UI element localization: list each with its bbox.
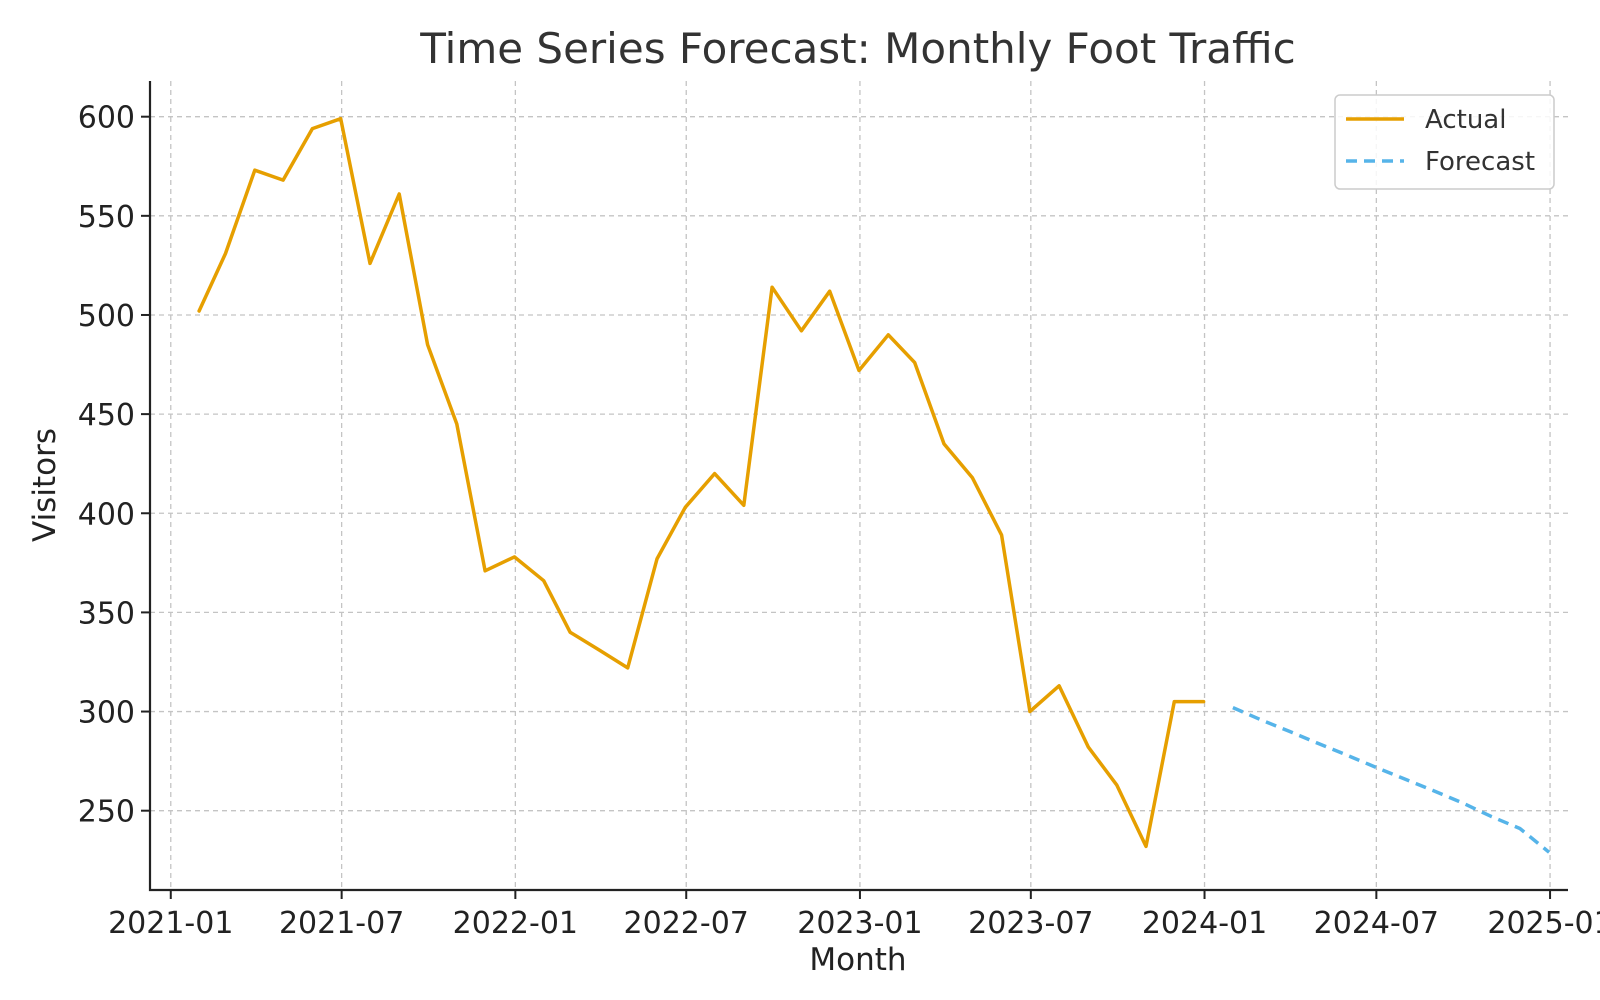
data-point-forecast	[1257, 717, 1263, 723]
data-point-actual	[1171, 699, 1177, 705]
legend: Actual Forecast	[1334, 94, 1555, 190]
data-point-actual	[196, 308, 202, 314]
data-point-actual	[596, 647, 602, 653]
data-point-forecast	[1230, 705, 1236, 711]
data-point-actual	[969, 475, 975, 481]
data-point-actual	[223, 251, 229, 257]
x-tick-label: 2022-07	[624, 906, 749, 941]
data-point-actual	[941, 441, 947, 447]
data-point-actual	[912, 360, 918, 366]
data-point-actual	[1143, 843, 1149, 849]
data-point-actual	[682, 504, 688, 510]
y-tick-label: 600	[78, 101, 135, 136]
axes-spines	[148, 81, 1568, 892]
data-point-actual	[482, 568, 488, 574]
x-tick-label: 2023-01	[797, 906, 922, 941]
data-point-forecast	[1459, 800, 1465, 806]
data-point-actual	[511, 554, 517, 560]
chart-title: Time Series Forecast: Monthly Foot Traff…	[419, 24, 1295, 73]
y-tick-label: 450	[78, 398, 135, 433]
legend-label-forecast: Forecast	[1425, 147, 1535, 177]
series-lines	[196, 116, 1552, 855]
x-axis-label: Month	[809, 942, 906, 978]
data-point-actual	[741, 502, 747, 508]
data-point-actual	[827, 288, 833, 294]
data-point-actual	[541, 578, 547, 584]
data-point-actual	[1027, 709, 1033, 715]
y-tick-label: 250	[78, 795, 135, 830]
data-point-forecast	[1489, 814, 1495, 820]
data-point-actual	[798, 328, 804, 334]
data-point-actual	[252, 167, 258, 173]
x-tick-label: 2024-07	[1314, 906, 1439, 941]
data-point-actual	[1085, 744, 1091, 750]
x-axis-ticks: 2021-01 2021-07 2022-01 2022-07 2023-01 2023-…	[108, 890, 1600, 941]
data-point-forecast	[1431, 788, 1437, 794]
y-tick-label: 350	[78, 596, 135, 631]
x-tick-label: 2021-01	[108, 906, 233, 941]
y-tick-label: 400	[78, 497, 135, 532]
x-tick-label: 2023-07	[968, 906, 1093, 941]
y-axis-label: Visitors	[27, 428, 63, 542]
data-point-forecast	[1287, 728, 1293, 734]
x-tick-label: 2025-01	[1487, 906, 1600, 941]
y-tick-label: 300	[78, 696, 135, 731]
x-tick-label: 2022-01	[453, 906, 578, 941]
legend-label-actual: Actual	[1425, 105, 1506, 135]
data-point-actual	[425, 342, 431, 348]
y-tick-label: 500	[78, 299, 135, 334]
series-line-actual	[197, 116, 1206, 849]
grid	[150, 81, 1568, 890]
data-point-actual	[367, 260, 373, 266]
data-point-forecast	[1315, 740, 1321, 746]
data-point-actual	[712, 471, 718, 477]
x-tick-label: 2021-07	[279, 906, 404, 941]
data-point-actual	[625, 665, 631, 671]
data-point-actual	[769, 284, 775, 290]
data-point-actual	[338, 116, 344, 122]
data-point-actual	[1201, 699, 1207, 705]
data-point-actual	[856, 368, 862, 374]
data-point-actual	[654, 556, 660, 562]
data-point-actual	[1056, 683, 1062, 689]
series-line-forecast	[1232, 705, 1551, 854]
data-point-forecast	[1546, 849, 1552, 855]
data-point-actual	[1114, 782, 1120, 788]
data-point-forecast	[1372, 764, 1378, 770]
data-point-actual	[454, 421, 460, 427]
data-point-actual	[396, 191, 402, 197]
data-point-actual	[567, 629, 573, 635]
x-tick-label: 2024-01	[1142, 906, 1267, 941]
data-point-forecast	[1517, 826, 1523, 832]
data-point-actual	[309, 126, 315, 132]
y-axis-ticks: 250 300 350 400 450 500 550 600	[78, 101, 150, 830]
data-point-actual	[999, 532, 1005, 538]
data-point-actual	[280, 177, 286, 183]
data-point-forecast	[1402, 776, 1408, 782]
data-point-actual	[885, 332, 891, 338]
data-point-forecast	[1344, 752, 1350, 758]
y-tick-label: 550	[78, 200, 135, 235]
